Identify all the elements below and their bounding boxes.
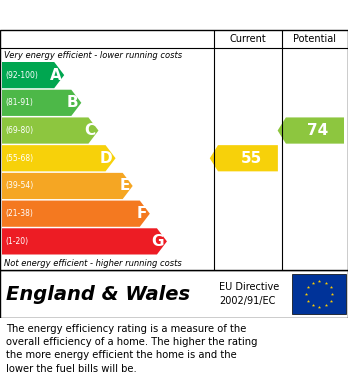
- Text: F: F: [136, 206, 147, 221]
- Polygon shape: [2, 90, 81, 116]
- Polygon shape: [2, 145, 116, 171]
- Text: 2002/91/EC: 2002/91/EC: [219, 296, 276, 306]
- Text: 74: 74: [307, 123, 329, 138]
- Text: G: G: [151, 234, 164, 249]
- Polygon shape: [2, 228, 167, 255]
- Polygon shape: [2, 173, 133, 199]
- Text: Energy Efficiency Rating: Energy Efficiency Rating: [10, 7, 220, 23]
- Text: (1-20): (1-20): [5, 237, 28, 246]
- Polygon shape: [278, 117, 344, 143]
- Text: (39-54): (39-54): [5, 181, 33, 190]
- Text: Not energy efficient - higher running costs: Not energy efficient - higher running co…: [4, 258, 182, 267]
- Polygon shape: [2, 201, 150, 227]
- Text: Very energy efficient - lower running costs: Very energy efficient - lower running co…: [4, 50, 182, 59]
- Text: 55: 55: [240, 151, 262, 166]
- Text: Potential: Potential: [293, 34, 337, 44]
- Polygon shape: [210, 145, 278, 171]
- Polygon shape: [2, 117, 98, 143]
- Text: (21-38): (21-38): [5, 209, 33, 218]
- Text: A: A: [49, 68, 61, 83]
- Text: The energy efficiency rating is a measure of the
overall efficiency of a home. T: The energy efficiency rating is a measur…: [6, 324, 258, 373]
- Text: B: B: [67, 95, 78, 110]
- Text: (69-80): (69-80): [5, 126, 33, 135]
- Text: E: E: [119, 178, 130, 194]
- Text: (92-100): (92-100): [5, 71, 38, 80]
- Text: (81-91): (81-91): [5, 98, 33, 107]
- Text: Current: Current: [230, 34, 266, 44]
- Polygon shape: [2, 62, 64, 88]
- Text: D: D: [100, 151, 112, 166]
- Text: (55-68): (55-68): [5, 154, 33, 163]
- Text: EU Directive: EU Directive: [219, 282, 279, 292]
- Text: England & Wales: England & Wales: [6, 285, 190, 303]
- Text: C: C: [84, 123, 95, 138]
- Bar: [292, 274, 346, 314]
